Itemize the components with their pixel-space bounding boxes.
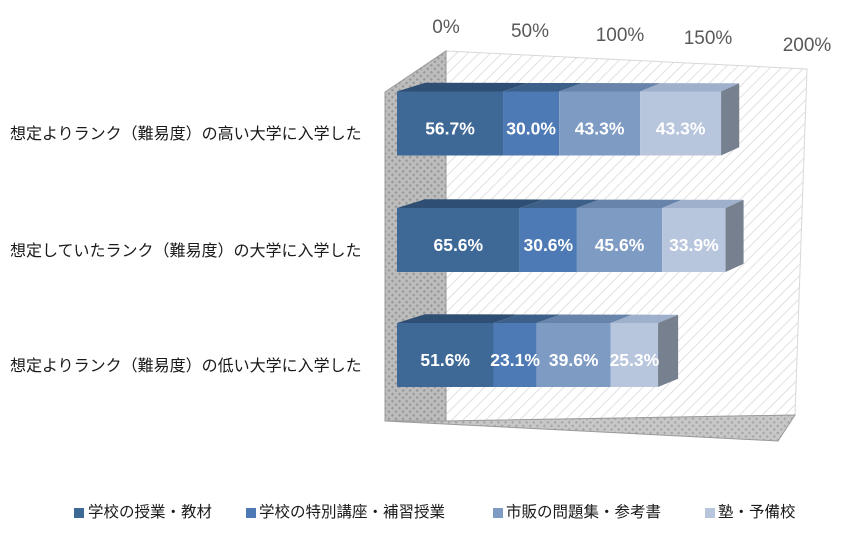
svg-text:0%: 0% xyxy=(432,17,460,38)
svg-text:33.9%: 33.9% xyxy=(669,235,719,255)
svg-text:100%: 100% xyxy=(596,25,645,46)
svg-text:塾・予備校: 塾・予備校 xyxy=(718,503,796,521)
svg-text:56.7%: 56.7% xyxy=(425,119,475,139)
svg-text:45.6%: 45.6% xyxy=(595,235,645,255)
svg-text:学校の特別講座・補習授業: 学校の特別講座・補習授業 xyxy=(259,503,445,521)
svg-text:30.6%: 30.6% xyxy=(523,235,573,255)
svg-text:51.6%: 51.6% xyxy=(420,350,470,370)
svg-text:想定よりランク（難易度）の高い大学に入学した: 想定よりランク（難易度）の高い大学に入学した xyxy=(10,125,362,143)
svg-text:25.3%: 25.3% xyxy=(610,350,660,370)
svg-text:50%: 50% xyxy=(511,21,549,42)
svg-text:43.3%: 43.3% xyxy=(575,119,625,139)
svg-text:43.3%: 43.3% xyxy=(656,119,706,139)
svg-text:想定していたランク（難易度）の大学に入学した: 想定していたランク（難易度）の大学に入学した xyxy=(10,242,362,260)
svg-text:市販の問題集・参考書: 市販の問題集・参考書 xyxy=(506,503,661,521)
svg-text:150%: 150% xyxy=(684,28,733,49)
svg-text:30.0%: 30.0% xyxy=(506,119,556,139)
svg-text:65.6%: 65.6% xyxy=(433,235,483,255)
svg-text:39.6%: 39.6% xyxy=(549,350,599,370)
svg-text:学校の授業・教材: 学校の授業・教材 xyxy=(88,503,212,521)
svg-text:200%: 200% xyxy=(783,35,832,56)
svg-text:想定よりランク（難易度）の低い大学に入学した: 想定よりランク（難易度）の低い大学に入学した xyxy=(10,357,362,375)
svg-text:23.1%: 23.1% xyxy=(490,350,540,370)
